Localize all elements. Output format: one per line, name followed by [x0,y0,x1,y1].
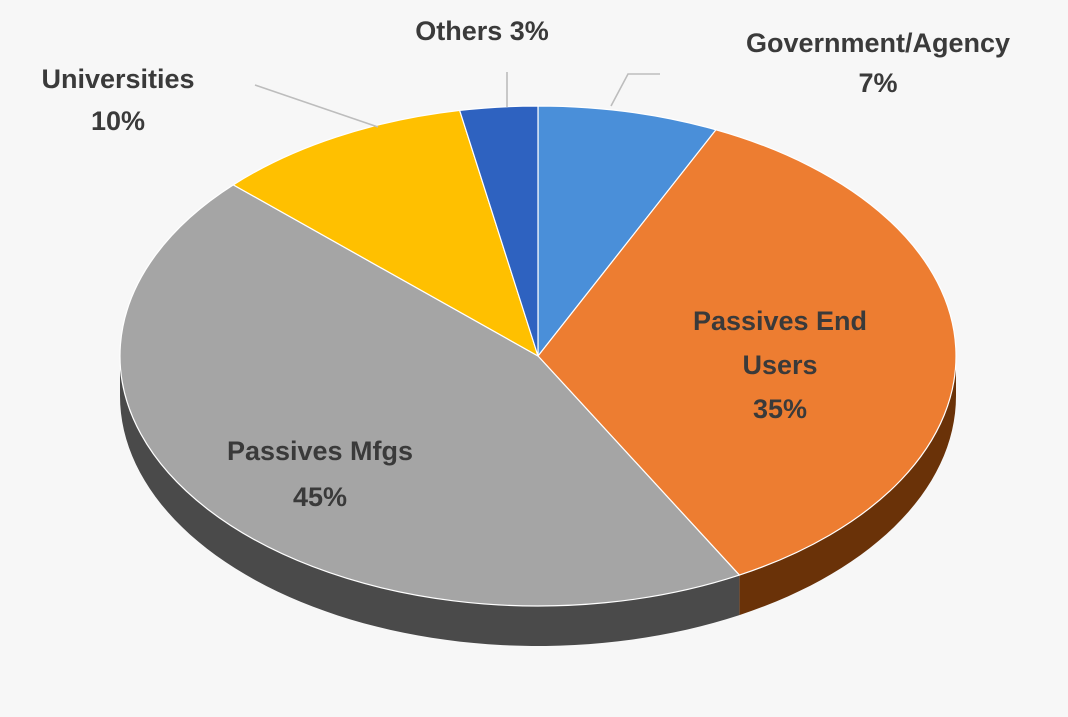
label-universities-line-1: Universities [41,64,194,94]
pie-slice-others [458,105,539,357]
leader-lines [254,72,660,128]
label-end-users-line-1: Passives End [693,306,867,336]
leader-line-government [610,73,660,107]
pie-slice-passives-mfgs [119,184,741,607]
pie-side-passives-end-users [739,356,956,616]
label-universities: Universities 10% [41,64,194,136]
label-end-users-line-2: Users [742,350,817,380]
label-end-users-line-3: 35% [753,394,807,424]
pie-slice-universities [232,109,540,358]
label-government-line-1: Government/Agency [746,28,1010,58]
pie-side-walls [120,356,956,646]
pie-side-passives-mfgs [120,356,740,646]
pie-slices [119,105,957,607]
pie-slice-government-agency [537,105,718,358]
label-others: Others 3% [415,16,549,46]
leader-line-universities [254,84,379,128]
label-mfgs-line-1: Passives Mfgs [227,436,413,466]
label-mfgs-line-2: 45% [293,482,347,512]
label-universities-line-2: 10% [91,106,145,136]
label-government-line-2: 7% [858,68,897,98]
label-government: Government/Agency 7% [746,28,1010,98]
label-mfgs: Passives Mfgs 45% [227,436,413,512]
label-others-line-1: Others 3% [415,16,549,46]
label-end-users: Passives End Users 35% [693,306,867,424]
pie-slice-passives-end-users [537,129,957,576]
slice-labels: Government/Agency 7%Passives End Users 35%P… [41,16,1010,512]
